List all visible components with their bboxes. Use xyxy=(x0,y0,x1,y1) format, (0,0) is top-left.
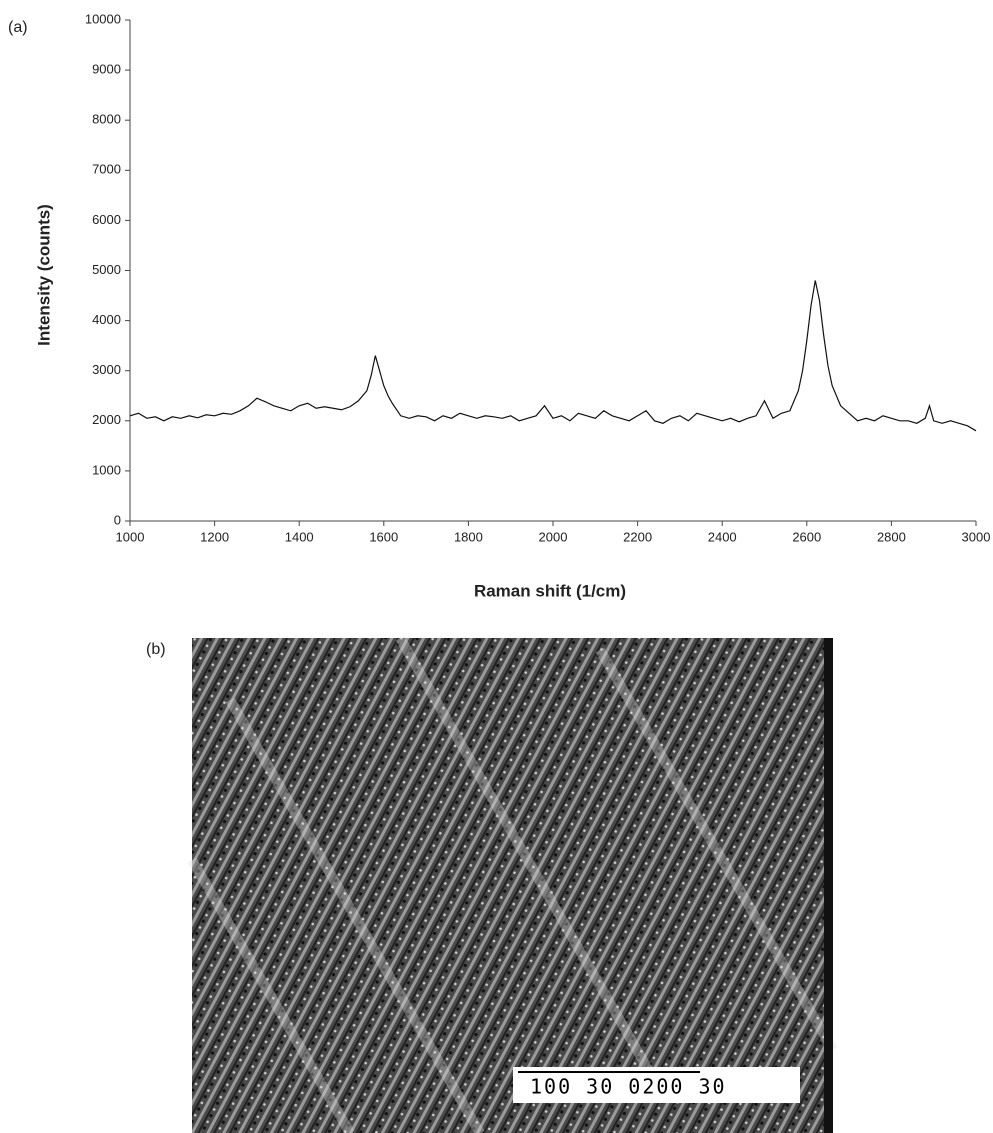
panel-label: (a) xyxy=(8,19,28,36)
x-tick-label: 2200 xyxy=(623,529,652,544)
x-tick-label: 2800 xyxy=(877,529,906,544)
micrograph-edge xyxy=(824,638,833,1133)
x-tick-label: 2000 xyxy=(539,529,568,544)
y-tick-label: 4000 xyxy=(92,312,121,327)
y-tick-label: 1000 xyxy=(92,462,121,477)
y-tick-label: 2000 xyxy=(92,412,121,427)
micrograph: 100 30 0200 30 xyxy=(187,635,838,1133)
spectrum-line xyxy=(129,280,977,432)
x-axis-title: Raman shift (1/cm) xyxy=(474,581,626,600)
y-axis-title: Intensity (counts) xyxy=(34,204,53,346)
x-tick-label: 1400 xyxy=(285,529,314,544)
y-tick-label: 3000 xyxy=(92,362,121,377)
panel-label: (b) xyxy=(146,641,166,658)
y-tick-label: 9000 xyxy=(92,62,121,77)
scale-bar-label: 100 30 0200 30 xyxy=(530,1075,727,1099)
x-tick-label: 1600 xyxy=(369,529,398,544)
y-tick-label: 10000 xyxy=(85,11,121,26)
x-tick-label: 2600 xyxy=(792,529,821,544)
y-tick-label: 5000 xyxy=(92,262,121,277)
x-tick-label: 1800 xyxy=(454,529,483,544)
x-tick-label: 2400 xyxy=(708,529,737,544)
x-tick-label: 1000 xyxy=(116,529,145,544)
y-tick-label: 7000 xyxy=(92,162,121,177)
y-tick-label: 6000 xyxy=(92,212,121,227)
x-tick-label: 1200 xyxy=(200,529,229,544)
micrograph-highlights xyxy=(187,635,838,1133)
micrograph-image xyxy=(192,638,833,1133)
y-tick-label: 0 xyxy=(114,512,121,527)
y-tick-label: 8000 xyxy=(92,112,121,127)
x-tick-label: 3000 xyxy=(962,529,991,544)
